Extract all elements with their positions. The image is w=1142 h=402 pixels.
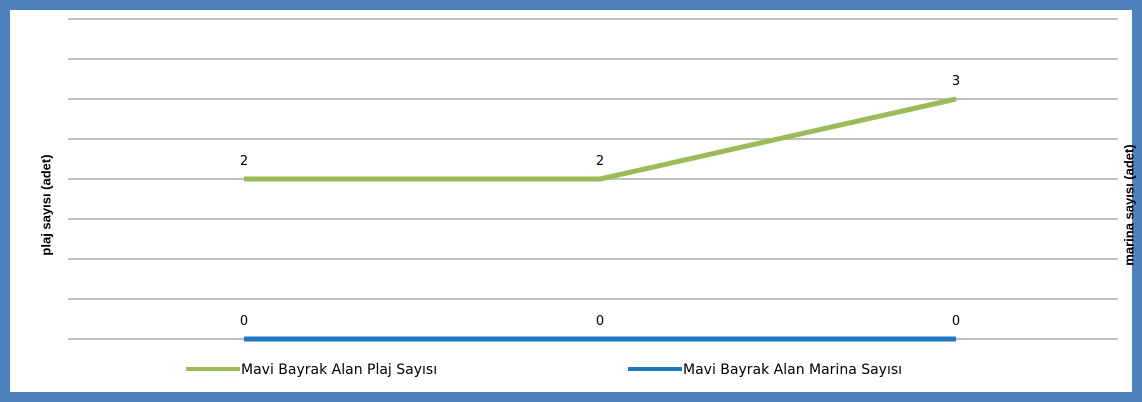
y2-axis-label: marina sayısı (adet) <box>1121 144 1137 266</box>
y-axis-label: plaj sayısı (adet) <box>38 154 54 256</box>
data-labels: 2 2 3 0 0 0 <box>240 74 960 329</box>
legend-label-plaj: Mavi Bayrak Alan Plaj Sayısı <box>241 362 437 378</box>
data-label: 0 <box>240 314 248 329</box>
data-label: 0 <box>596 314 604 329</box>
data-label: 3 <box>952 74 960 89</box>
data-label: 2 <box>240 154 248 169</box>
legend-label-marina: Mavi Bayrak Alan Marina Sayısı <box>683 362 902 378</box>
data-label: 2 <box>596 154 604 169</box>
data-label: 0 <box>952 314 960 329</box>
legend: Mavi Bayrak Alan Plaj Sayısı Mavi Bayrak… <box>186 362 902 378</box>
series-line-0 <box>244 96 957 182</box>
series-lines <box>244 96 957 342</box>
